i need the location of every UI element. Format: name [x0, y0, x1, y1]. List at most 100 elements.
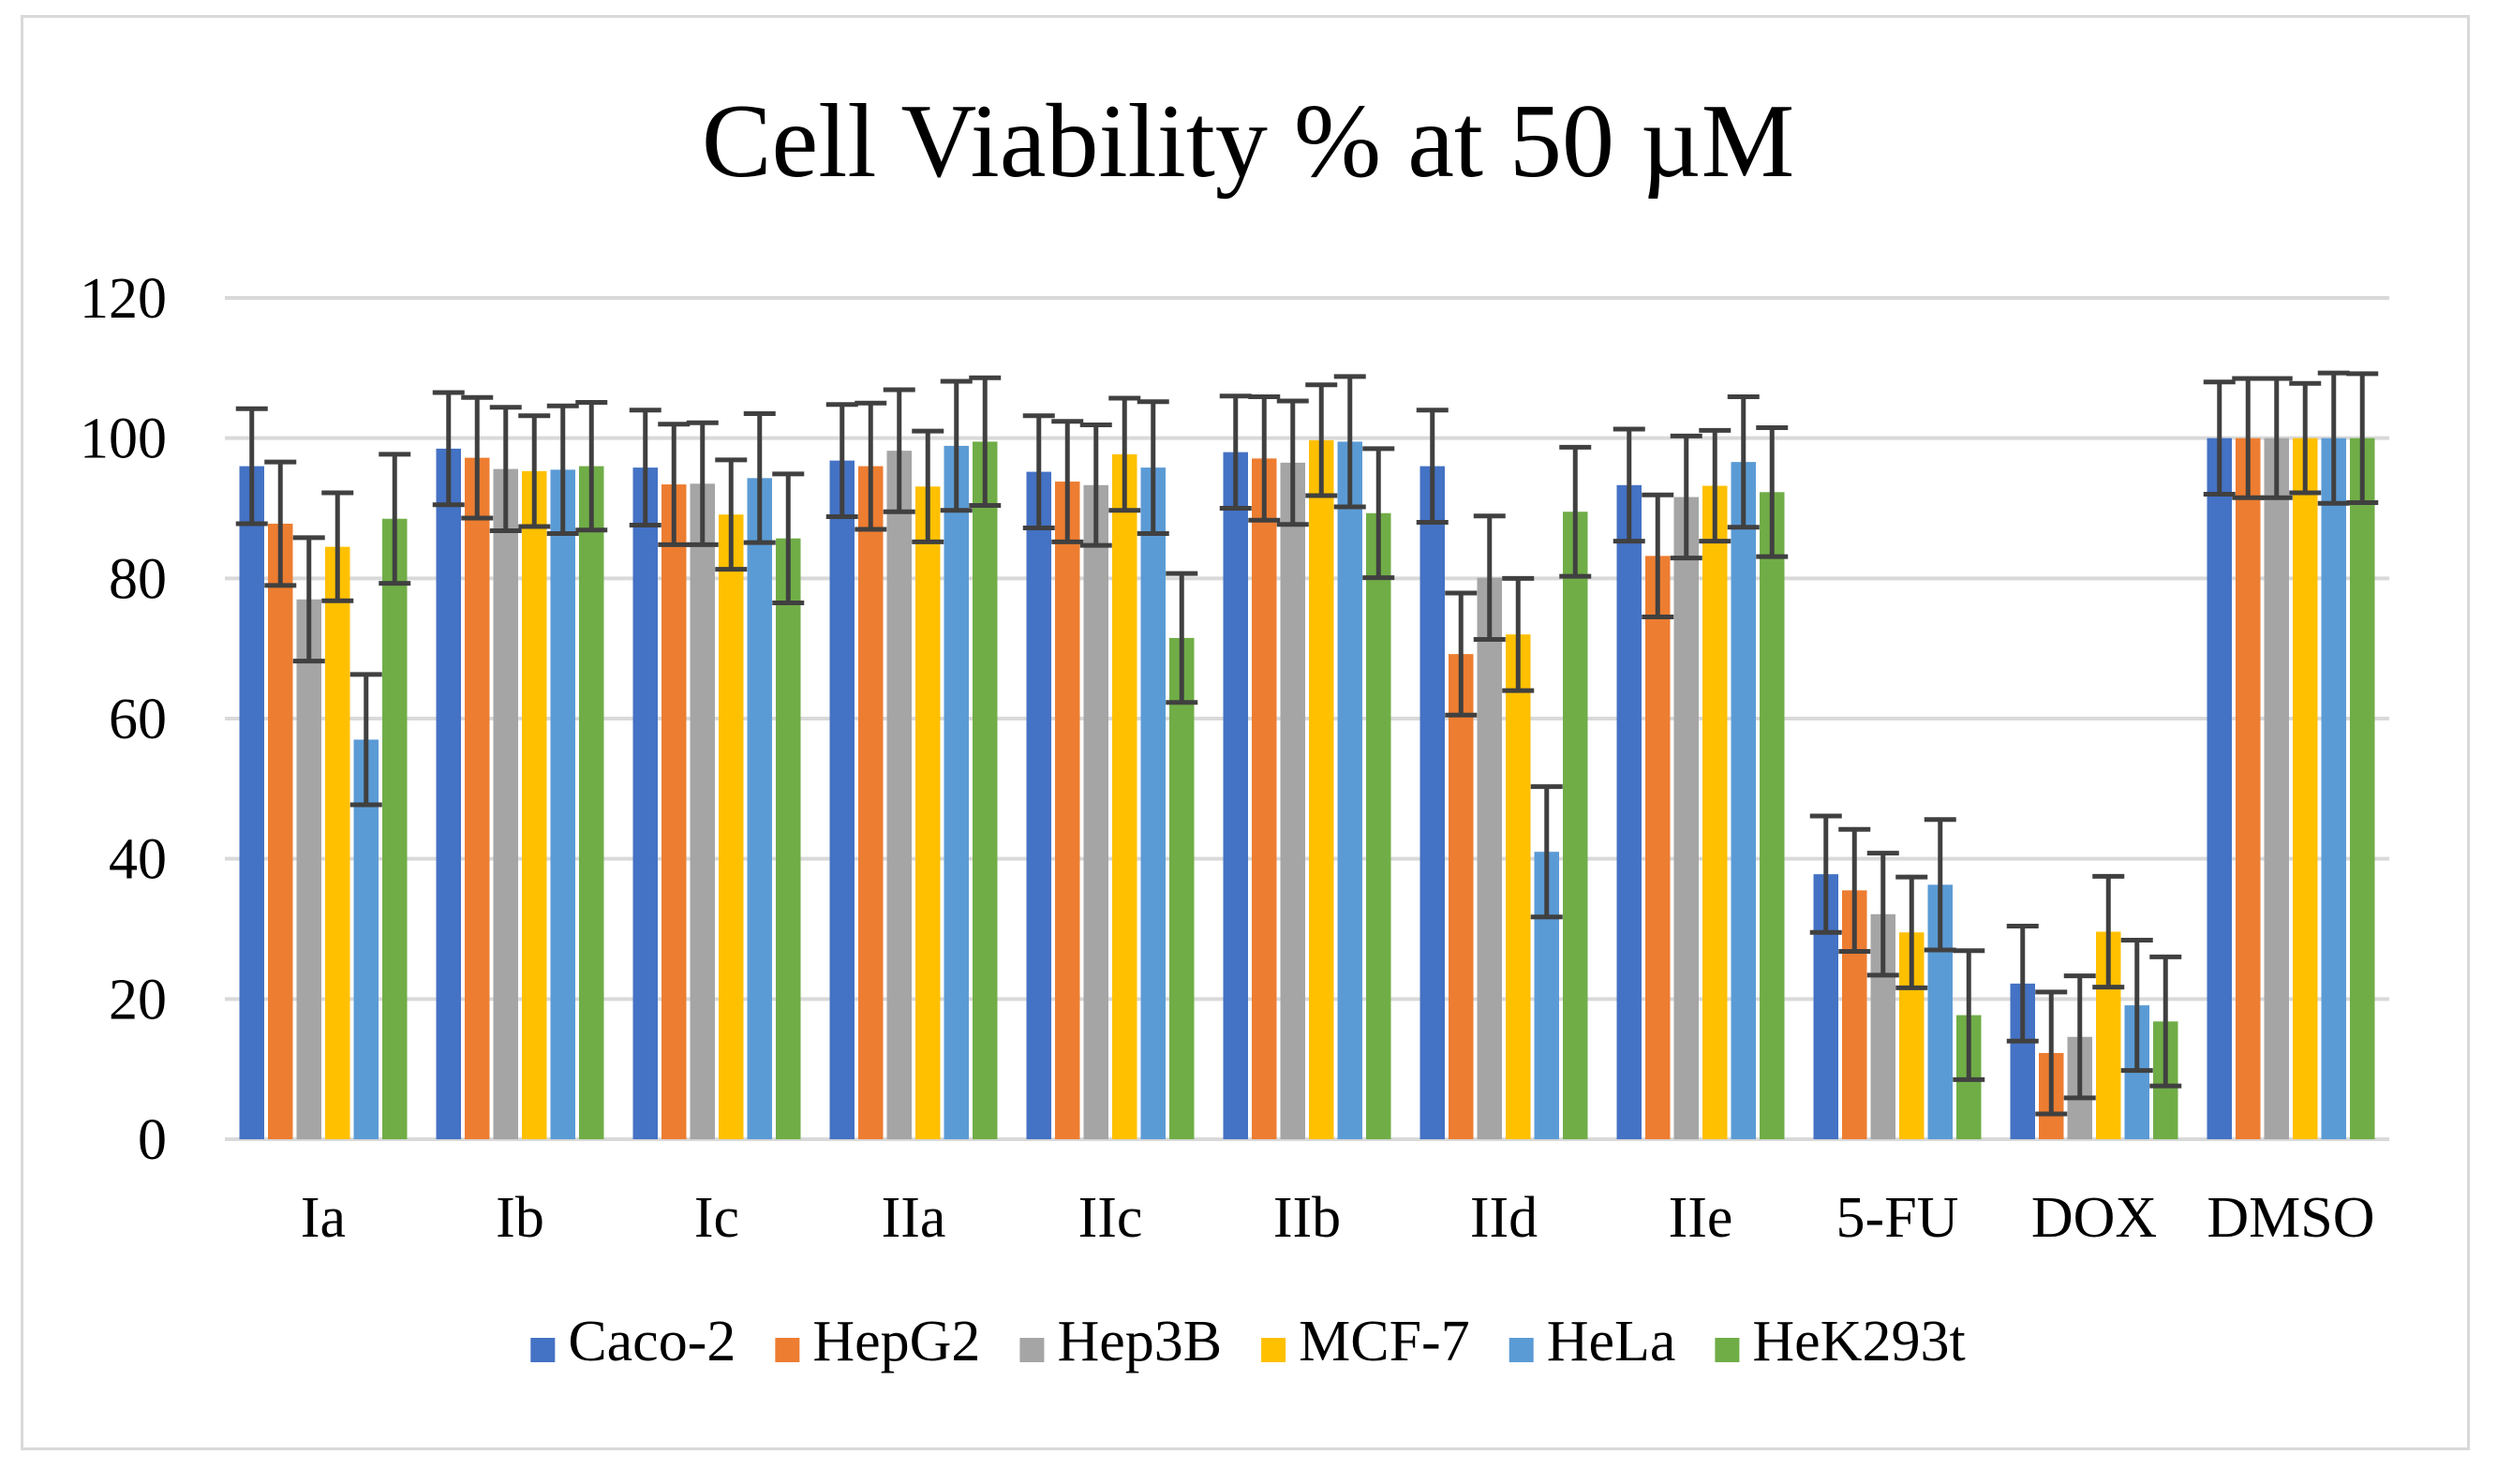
error-bar-Caco-2-DMSO — [2203, 379, 2236, 497]
x-tick-label: IId — [1470, 1186, 1538, 1250]
bar-HeLa-IIa — [944, 445, 969, 1140]
error-bar-MCF-7-DMSO — [2289, 380, 2322, 496]
bar-Hep3B-Ib — [493, 468, 518, 1139]
error-bar-Hep3B-IId — [1473, 513, 1506, 642]
bar-HepG2-Ic — [661, 484, 687, 1139]
legend-item-HepG2: HepG2 — [775, 1310, 980, 1373]
error-bar-HeLa-IIc — [1137, 399, 1169, 536]
bar-Caco-2-IIe — [1616, 484, 1642, 1139]
error-bar-HeK293t-IIa — [969, 375, 1002, 509]
legend-label: HepG2 — [812, 1310, 980, 1373]
bars — [239, 438, 2375, 1140]
bar-HepG2-IIa — [858, 466, 884, 1140]
error-bar-HeK293t-IIe — [1756, 424, 1789, 559]
y-axis: 0 20 40 60 80 100 120 — [80, 267, 167, 1172]
error-bar-MCF-7-Ia — [321, 490, 354, 603]
bar-HeLa-IIc — [1140, 467, 1166, 1139]
error-bar-Hep3B-5-FU — [1866, 851, 1899, 978]
error-bar-Caco-2-Ia — [235, 406, 268, 527]
error-bar-HeLa-DOX — [2120, 937, 2153, 1074]
bar-Caco-2-IId — [1419, 466, 1445, 1140]
x-tick-label: Ib — [496, 1186, 544, 1250]
legend-swatch — [775, 1338, 800, 1362]
error-bar-HepG2-IIc — [1051, 419, 1084, 544]
bar-Caco-2-Ib — [436, 448, 461, 1139]
error-bar-MCF-7-IIa — [912, 428, 944, 544]
bar-Hep3B-DMSO — [2264, 438, 2289, 1140]
error-bar-HeK293t-5-FU — [1953, 948, 1985, 1082]
bar-Hep3B-IId — [1477, 577, 1502, 1139]
bar-HeK293t-Ic — [776, 538, 801, 1139]
bar-Hep3B-Ia — [296, 599, 321, 1139]
legend-swatch — [1509, 1338, 1534, 1362]
bar-HeLa-Ic — [747, 478, 772, 1139]
bar-HepG2-IIb — [1252, 458, 1277, 1139]
bar-HeLa-DMSO — [2321, 438, 2346, 1140]
error-bar-HeLa-Ib — [546, 403, 579, 536]
legend-item-MCF-7: MCF-7 — [1261, 1310, 1470, 1373]
bar-HeK293t-IIa — [973, 441, 998, 1139]
y-tick-label: 40 — [109, 828, 167, 892]
bar-Caco-2-Ic — [632, 467, 658, 1139]
bar-HeLa-IIb — [1337, 441, 1362, 1139]
error-bar-HeLa-IIb — [1333, 374, 1366, 510]
error-bar-HepG2-DMSO — [2232, 376, 2265, 500]
error-bar-Caco-2-IIb — [1219, 393, 1252, 511]
error-bar-Hep3B-IIb — [1276, 398, 1309, 527]
bar-HepG2-DMSO — [2236, 438, 2261, 1140]
error-bar-HeLa-Ia — [349, 672, 382, 808]
legend-swatch — [530, 1338, 556, 1362]
error-bar-HepG2-IIb — [1248, 394, 1281, 523]
bar-HeK293t-IIc — [1169, 637, 1195, 1139]
legend-item-Hep3B: Hep3B — [1019, 1310, 1222, 1373]
bar-MCF-7-IIc — [1112, 453, 1137, 1140]
bar-MCF-7-IIb — [1309, 439, 1334, 1140]
bar-MCF-7-IIe — [1702, 485, 1728, 1139]
bar-HeK293t-Ib — [579, 466, 604, 1140]
x-tick-label: IIc — [1078, 1186, 1143, 1250]
error-bar-HeK293t-Ia — [379, 452, 411, 586]
error-bar-HepG2-IIe — [1642, 492, 1674, 619]
bar-HeK293t-Ia — [382, 518, 408, 1139]
error-bar-MCF-7-IIe — [1699, 427, 1732, 544]
error-bar-HeK293t-IIb — [1362, 446, 1395, 581]
legend-item-HeLa: HeLa — [1509, 1310, 1675, 1373]
error-bar-Hep3B-IIe — [1670, 433, 1702, 561]
bar-HepG2-Ib — [465, 457, 490, 1139]
x-tick-label: DMSO — [2207, 1186, 2374, 1250]
error-bar-MCF-7-IIb — [1305, 382, 1338, 498]
y-tick-label: 120 — [80, 267, 167, 331]
bar-Hep3B-IIb — [1280, 462, 1305, 1139]
error-bar-MCF-7-Ib — [518, 413, 551, 529]
y-tick-label: 80 — [109, 547, 167, 611]
legend-label: MCF-7 — [1299, 1310, 1470, 1373]
error-bar-MCF-7-IId — [1502, 575, 1535, 693]
bar-Hep3B-Ic — [690, 483, 715, 1139]
error-bar-Caco-2-5-FU — [1809, 813, 1842, 935]
error-bar-Hep3B-Ia — [292, 535, 325, 664]
bar-Caco-2-IIa — [829, 460, 855, 1139]
x-tick-label: Ia — [301, 1186, 346, 1250]
bar-HepG2-Ia — [268, 523, 293, 1139]
error-bar-HepG2-IId — [1445, 590, 1478, 718]
error-bar-Hep3B-IIa — [883, 387, 915, 514]
bar-Caco-2-IIb — [1223, 452, 1248, 1140]
error-bar-Hep3B-IIc — [1079, 422, 1112, 548]
y-tick-label: 60 — [109, 688, 167, 751]
bar-MCF-7-Ic — [719, 514, 744, 1139]
chart-title: Cell Viability % at 50 µM — [702, 83, 1794, 200]
error-bar-HeLa-5-FU — [1924, 817, 1956, 953]
error-bar-HeLa-DMSO — [2317, 370, 2350, 506]
error-bar-HeK293t-IId — [1559, 444, 1592, 579]
error-bar-Hep3B-Ic — [686, 420, 719, 547]
bar-HepG2-IIc — [1055, 482, 1080, 1139]
error-bar-Caco-2-Ic — [629, 408, 661, 527]
bar-HeLa-Ib — [550, 469, 575, 1139]
bar-MCF-7-IIa — [915, 486, 941, 1139]
error-bar-Caco-2-IIa — [825, 402, 858, 519]
y-tick-label: 20 — [109, 968, 167, 1031]
bar-Hep3B-IIe — [1673, 497, 1699, 1139]
bar-HepG2-IId — [1449, 654, 1474, 1139]
bar-Caco-2-Ia — [239, 466, 264, 1140]
error-bar-HepG2-DOX — [2035, 989, 2068, 1117]
